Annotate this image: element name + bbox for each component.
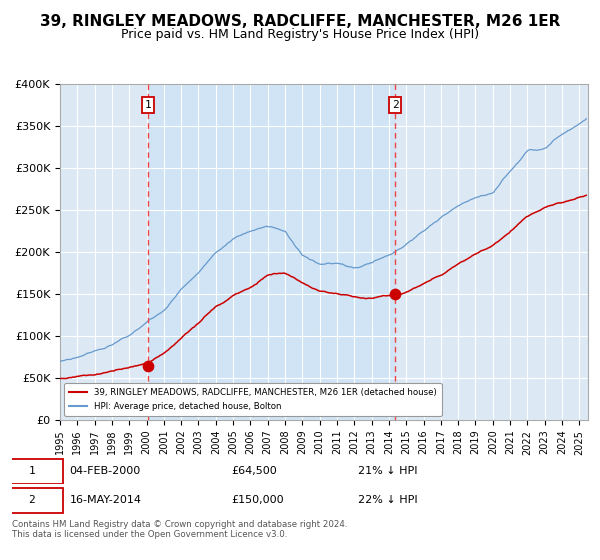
Text: 39, RINGLEY MEADOWS, RADCLIFFE, MANCHESTER, M26 1ER: 39, RINGLEY MEADOWS, RADCLIFFE, MANCHEST… bbox=[40, 14, 560, 29]
FancyBboxPatch shape bbox=[1, 459, 62, 484]
Text: Contains HM Land Registry data © Crown copyright and database right 2024.
This d: Contains HM Land Registry data © Crown c… bbox=[12, 520, 347, 539]
Text: 16-MAY-2014: 16-MAY-2014 bbox=[70, 495, 142, 505]
Text: 2: 2 bbox=[392, 100, 398, 110]
Text: 1: 1 bbox=[145, 100, 151, 110]
Text: Price paid vs. HM Land Registry's House Price Index (HPI): Price paid vs. HM Land Registry's House … bbox=[121, 28, 479, 41]
Text: 1: 1 bbox=[28, 466, 35, 476]
Point bbox=[143, 361, 153, 370]
Text: 22% ↓ HPI: 22% ↓ HPI bbox=[358, 495, 417, 505]
Text: £150,000: £150,000 bbox=[231, 495, 284, 505]
Text: 2: 2 bbox=[28, 495, 35, 505]
FancyBboxPatch shape bbox=[1, 488, 62, 513]
Text: 04-FEB-2000: 04-FEB-2000 bbox=[70, 466, 141, 476]
Legend: 39, RINGLEY MEADOWS, RADCLIFFE, MANCHESTER, M26 1ER (detached house), HPI: Avera: 39, RINGLEY MEADOWS, RADCLIFFE, MANCHEST… bbox=[64, 383, 442, 416]
Bar bbox=[148, 84, 395, 420]
Text: 21% ↓ HPI: 21% ↓ HPI bbox=[358, 466, 417, 476]
Text: £64,500: £64,500 bbox=[231, 466, 277, 476]
Point bbox=[391, 290, 400, 298]
